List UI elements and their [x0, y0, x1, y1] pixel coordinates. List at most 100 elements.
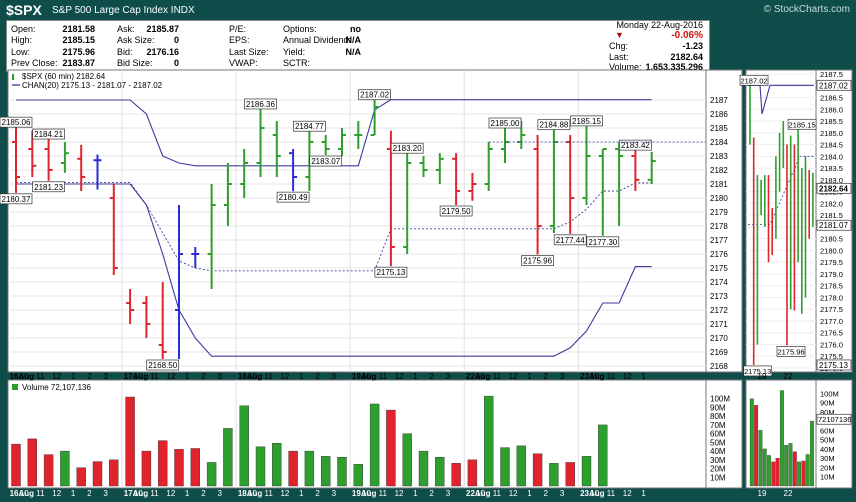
price-label-box [521, 255, 554, 266]
price-label: 2185.15 [572, 117, 601, 126]
x-tick-label: 3 [103, 372, 108, 381]
ohlc-bar [77, 144, 86, 191]
volume-bar [386, 409, 396, 487]
volume-bar [304, 450, 315, 487]
x-tick-label: 1 [71, 372, 76, 381]
volume-bar [174, 449, 184, 487]
x-tick-label: 1 [527, 372, 532, 381]
quote-label: Ask: [117, 24, 135, 34]
volume-tick-label: 60M [710, 430, 726, 439]
price-label-box [293, 120, 326, 132]
ohlc-bar [452, 153, 461, 205]
ohlc-bar [354, 121, 363, 149]
mini-volume-bar [758, 430, 763, 487]
volume-bar [92, 461, 103, 487]
volume-axis [705, 379, 743, 489]
price-panel [7, 69, 707, 373]
ohlc-bar [631, 150, 640, 191]
price-label: 2168.50 [148, 361, 177, 370]
quote-label: Bid Size: [117, 57, 153, 68]
ohlc-bar [403, 153, 412, 254]
mini-volume-tick-label: 30M [820, 454, 835, 463]
mini-volume-bar [797, 461, 802, 487]
x-tick-label: 12 [166, 372, 175, 381]
x-tick-label: 3 [446, 372, 451, 381]
volume-bar [239, 405, 249, 487]
price-label-box [0, 116, 33, 128]
volume-bar [141, 450, 152, 487]
mini-volume-axis [815, 379, 853, 489]
mini-x-tick-label: 22 [784, 489, 793, 498]
volume-bar [321, 456, 331, 487]
x-tick-label: 2 [544, 372, 549, 381]
y-tick-label: 2182 [710, 166, 728, 175]
volume-bar [206, 462, 217, 487]
volume-bar [223, 428, 233, 487]
y-tick-label: 2175 [710, 264, 728, 273]
mini-y-tick-label: 2183.5 [820, 164, 843, 173]
price-legend-swatch [12, 74, 14, 80]
volume-bar [565, 462, 575, 487]
x-tick-label: 11 [36, 489, 45, 498]
volume-tick-label: 90M [710, 403, 726, 412]
quote-date: Monday 22-Aug-2016 [616, 20, 703, 30]
mini-y-tick-label: 2185.0 [820, 129, 843, 138]
mini-right-tag-box [816, 359, 852, 371]
x-tick-label: 11 [36, 372, 45, 381]
x-tick-label: 11 [379, 372, 388, 381]
x-tick-label: 10 [362, 372, 371, 381]
price-label-box [390, 142, 424, 154]
ohlc-bar [370, 99, 379, 136]
x-tick-label: 1 [527, 489, 532, 498]
volume-bar [272, 443, 282, 487]
channel-mid-line [16, 182, 652, 272]
mini-y-tick-label: 2176.5 [820, 329, 843, 338]
x-tick-label: 3 [446, 489, 451, 498]
price-label-box [537, 119, 571, 131]
mini-volume-bar [771, 461, 776, 487]
price-label-box [374, 266, 408, 278]
x-tick-label: 17Aug [124, 489, 149, 498]
y-tick-label: 2176 [710, 250, 728, 259]
x-tick-label: 2 [201, 372, 206, 381]
mini-volume-bar [749, 398, 754, 487]
x-tick-label: 11 [150, 489, 159, 498]
volume-tick-label: 10M [710, 473, 726, 482]
x-tick-label: 10 [248, 489, 257, 498]
mini-y-tick-label: 2178.5 [820, 282, 843, 291]
x-tick-label: 23Aug [580, 372, 605, 381]
price-label-box [439, 205, 473, 217]
x-tick-label: 3 [332, 489, 337, 498]
mini-price-label: 2185.15 [789, 120, 816, 129]
mini-volume-tick-label: 90M [820, 399, 835, 408]
volume-tick-label: 70M [710, 421, 726, 430]
volume-bar [190, 448, 201, 487]
mini-right-tag: 2181.07 [819, 221, 848, 230]
x-tick-label: 2 [315, 372, 320, 381]
volume-bar [484, 395, 494, 487]
price-label: 2183.07 [311, 157, 340, 166]
mini-volume-tick-label: 50M [820, 436, 835, 445]
x-tick-label: 16Aug [10, 372, 35, 381]
x-tick-label: 17Aug [124, 372, 149, 381]
quote-label: Yield: [283, 46, 306, 57]
ohlc-bar [435, 153, 444, 184]
mini-volume-tick-label: 10M [820, 473, 835, 482]
x-tick-label: 2 [87, 372, 92, 381]
x-tick-label: 10 [134, 489, 143, 498]
mini-right-tag: 2182.64 [819, 184, 848, 193]
ohlc-bar [321, 135, 330, 156]
volume-bar [109, 459, 119, 487]
ohlc-bar [207, 184, 216, 289]
price-label-box [309, 155, 343, 167]
mini-y-tick-label: 2182.0 [820, 199, 843, 208]
quote-label: Volume: [609, 62, 642, 72]
x-tick-label: 10 [590, 372, 599, 381]
price-label-box [32, 128, 65, 140]
mini-y-tick-label: 2177.5 [820, 305, 843, 314]
x-tick-label: 19Aug [352, 372, 377, 381]
mini-volume-bar [762, 448, 767, 487]
y-tick-label: 2184 [710, 138, 728, 147]
ohlc-bar [419, 156, 428, 177]
mini-y-tick-label: 2176.0 [820, 340, 843, 349]
